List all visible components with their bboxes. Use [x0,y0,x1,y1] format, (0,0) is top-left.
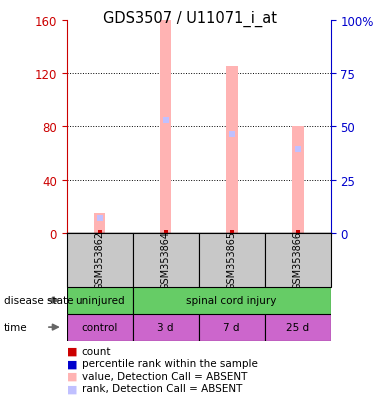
Bar [133,314,198,341]
Text: ■: ■ [66,358,77,368]
Text: 7 d: 7 d [223,322,240,332]
Bar [226,67,238,233]
Bar [291,127,304,233]
Text: GDS3507 / U11071_i_at: GDS3507 / U11071_i_at [103,10,277,26]
Bar [264,233,331,287]
Bar [160,21,171,233]
Text: rank, Detection Call = ABSENT: rank, Detection Call = ABSENT [82,383,242,393]
Text: ■: ■ [66,383,77,393]
Bar [198,314,264,341]
Text: time: time [4,322,27,332]
Text: disease state: disease state [4,295,73,306]
Bar [66,233,133,287]
Text: ■: ■ [66,346,77,356]
Bar [133,233,198,287]
Bar [264,314,331,341]
Text: 3 d: 3 d [157,322,174,332]
Text: control: control [81,322,118,332]
Text: ■: ■ [66,371,77,381]
Bar [66,287,133,314]
Text: value, Detection Call = ABSENT: value, Detection Call = ABSENT [82,371,247,381]
Text: 25 d: 25 d [286,322,309,332]
Text: GSM353866: GSM353866 [293,231,302,290]
Bar [198,233,264,287]
Text: uninjured: uninjured [75,295,124,306]
Text: count: count [82,346,111,356]
Text: GSM353865: GSM353865 [226,231,237,290]
Text: GSM353862: GSM353862 [95,231,105,290]
Text: spinal cord injury: spinal cord injury [186,295,277,306]
Text: GSM353864: GSM353864 [160,231,171,290]
Bar [93,214,106,233]
Text: percentile rank within the sample: percentile rank within the sample [82,358,258,368]
Bar [133,287,331,314]
Bar [66,314,133,341]
